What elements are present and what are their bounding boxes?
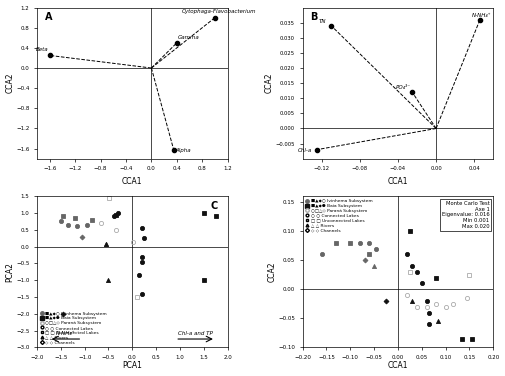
Y-axis label: PCA2: PCA2 <box>6 262 15 282</box>
Text: PO₄³⁻: PO₄³⁻ <box>396 85 411 90</box>
Text: N-NH₄⁺: N-NH₄⁺ <box>472 13 492 18</box>
Legend: ■▲◆○ Ivinhema Subsystem, ■▲◆● Baia Subsystem, ○□△◇ Paraná Subsystem, ○ ○ Connect: ■▲◆○ Ivinhema Subsystem, ■▲◆● Baia Subsy… <box>305 199 373 233</box>
X-axis label: CCA1: CCA1 <box>388 361 408 370</box>
Text: C: C <box>211 201 218 211</box>
Text: Chl-a and TP: Chl-a and TP <box>178 331 213 336</box>
Text: Chl-a: Chl-a <box>298 148 312 153</box>
Y-axis label: CCA2: CCA2 <box>268 262 277 282</box>
Y-axis label: CCA2: CCA2 <box>265 73 274 93</box>
Text: Gamma: Gamma <box>178 35 200 40</box>
Y-axis label: CCA2: CCA2 <box>6 73 15 93</box>
Legend: ■▲◆○ Ivinhema Subsystem, ■▲◆● Baia Subsystem, ○□△◇ Paraná Subsystem, ○ ○ Connect: ■▲◆○ Ivinhema Subsystem, ■▲◆● Baia Subsy… <box>39 311 108 345</box>
Text: Cytophaga-Flavobacterium: Cytophaga-Flavobacterium <box>182 9 257 14</box>
Text: Monte Carlo Test
Axe 1
Eigenvalue: 0.016
Min 0.001
Max 0.020: Monte Carlo Test Axe 1 Eigenvalue: 0.016… <box>442 201 489 229</box>
Text: A: A <box>44 12 52 22</box>
Text: D: D <box>476 201 484 211</box>
X-axis label: CCA1: CCA1 <box>122 177 142 186</box>
Text: Beta: Beta <box>36 47 48 52</box>
Text: B: B <box>310 12 318 22</box>
X-axis label: CCA1: CCA1 <box>388 177 408 186</box>
X-axis label: PCA1: PCA1 <box>122 361 142 370</box>
Text: TN: TN <box>319 19 326 24</box>
Text: N-NH₄⁺: N-NH₄⁺ <box>56 331 75 336</box>
Text: Alpha: Alpha <box>176 148 191 153</box>
